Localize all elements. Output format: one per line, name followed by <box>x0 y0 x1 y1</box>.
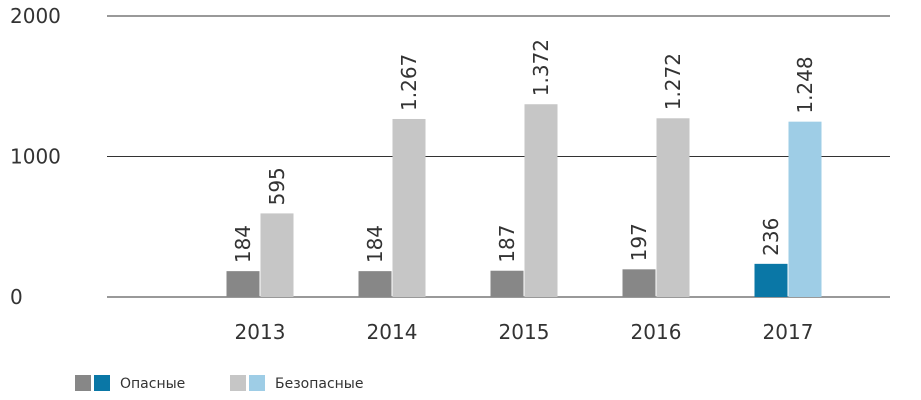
value-label: 184 <box>363 225 387 263</box>
value-label: 187 <box>495 225 519 263</box>
bar <box>392 118 426 297</box>
x-tick-label: 2013 <box>235 320 286 344</box>
bar <box>622 269 656 297</box>
bar <box>656 118 690 297</box>
x-tick-label: 2014 <box>367 320 418 344</box>
bar <box>260 213 294 297</box>
value-label: 1.372 <box>529 39 553 96</box>
value-label: 1.267 <box>397 54 421 111</box>
bar <box>754 263 788 297</box>
x-tick-label: 2017 <box>763 320 814 344</box>
value-label: 236 <box>759 218 783 256</box>
legend-swatch <box>75 375 91 391</box>
value-label: 595 <box>265 167 289 205</box>
value-label: 197 <box>627 223 651 261</box>
bar <box>490 270 524 297</box>
legend-swatch <box>249 375 265 391</box>
legend-swatch <box>94 375 110 391</box>
value-label: 1.272 <box>661 53 685 110</box>
y-tick-label: 0 <box>10 285 23 309</box>
x-tick-label: 2016 <box>631 320 682 344</box>
value-label: 1.248 <box>793 56 817 113</box>
x-tick-label: 2015 <box>499 320 550 344</box>
legend-swatch <box>230 375 246 391</box>
y-tick-label: 2000 <box>10 4 61 28</box>
y-tick-label: 1000 <box>10 145 61 169</box>
legend-label: Безопасные <box>275 376 363 392</box>
bar <box>358 271 392 297</box>
value-label: 184 <box>231 225 255 263</box>
legend-label: Опасные <box>120 376 185 392</box>
bar <box>226 271 260 297</box>
bar <box>788 121 822 297</box>
bar <box>524 104 558 297</box>
